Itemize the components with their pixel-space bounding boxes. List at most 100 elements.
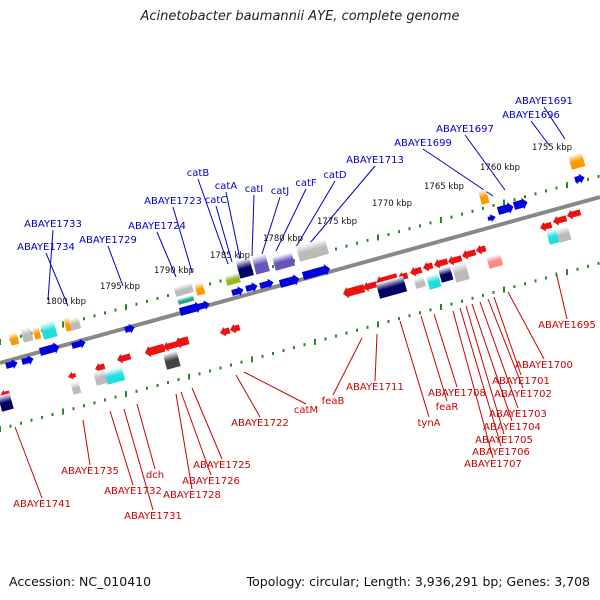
- scale-label: 1785 kbp: [210, 251, 250, 261]
- gene-label-reverse: ABAYE1702: [494, 389, 552, 400]
- genome-backbone: [0, 195, 600, 365]
- reverse-label-connector: [175, 393, 193, 490]
- gene-arrow: [553, 215, 568, 226]
- forward-label-connector: [197, 178, 229, 265]
- forward-label-connector: [543, 106, 566, 140]
- gene-label-reverse: ABAYE1732: [104, 486, 162, 497]
- label-connector-lines: [14, 106, 568, 511]
- gene-label-forward: catA: [215, 181, 238, 192]
- gene-feature: [556, 226, 572, 243]
- gene-label-forward: ABAYE1713: [346, 155, 404, 166]
- gene-label-reverse: ABAYE1703: [489, 409, 547, 420]
- reverse-label-connector: [420, 315, 448, 402]
- scale-label: 1780 kbp: [263, 234, 303, 244]
- gene-arrow: [448, 255, 463, 266]
- forward-label-connector: [251, 194, 255, 257]
- gene-arrow: [175, 336, 190, 349]
- scale-label: 1755 kbp: [532, 143, 572, 153]
- gene-label-reverse: feaB: [322, 396, 345, 407]
- gene-arrow: [5, 359, 18, 369]
- gene-feature: [426, 273, 442, 290]
- gene-label-forward: catJ: [271, 186, 290, 197]
- reverse-label-connector: [399, 320, 430, 418]
- gene-feature: [438, 266, 454, 283]
- gene-arrow: [462, 249, 477, 260]
- gene-label-reverse: feaR: [436, 402, 459, 413]
- forward-label-connector: [422, 148, 494, 197]
- gene-feature: [295, 238, 330, 262]
- gene-label-reverse: ABAYE1706: [472, 447, 530, 458]
- gene-feature: [32, 326, 42, 340]
- genome-summary: Topology: circular; Length: 3,936,291 bp…: [246, 574, 590, 589]
- scale-label: 1790 kbp: [154, 266, 194, 276]
- gene-arrow: [124, 323, 135, 334]
- gene-feature: [70, 381, 82, 395]
- reverse-label-connector: [82, 419, 91, 466]
- gene-label-forward: catD: [323, 170, 347, 181]
- gene-label-reverse: ABAYE1704: [483, 422, 541, 433]
- gene-feature: [0, 393, 14, 412]
- gene-arrow: [496, 202, 514, 215]
- gene-arrow: [487, 214, 496, 223]
- gene-label-forward: catB: [187, 168, 210, 179]
- gene-arrow: [245, 282, 258, 292]
- gene-feature: [68, 316, 82, 331]
- reverse-label-connector: [180, 391, 212, 476]
- gene-label-reverse: ABAYE1701: [492, 376, 550, 387]
- gene-feature: [173, 282, 194, 297]
- gene-label-reverse: ABAYE1731: [124, 511, 182, 522]
- gene-arrow: [220, 326, 231, 337]
- reverse-label-connector: [507, 291, 545, 360]
- reverse-label-connector: [555, 271, 568, 320]
- scale-labels: 1755 kbp 1760 kbp 1765 kbp 1770 kbp 1775 kbp…: [46, 143, 572, 307]
- gene-label-forward: ABAYE1729: [79, 235, 137, 246]
- forward-label-connector: [172, 206, 193, 273]
- forward-label-connector: [107, 245, 124, 287]
- reverse-label-connector: [332, 337, 363, 396]
- reverse-label-connector: [493, 296, 522, 376]
- gene-arrow: [410, 266, 423, 277]
- gene-label-reverse: ABAYE1726: [182, 476, 240, 487]
- gene-label-reverse: ABAYE1728: [163, 490, 221, 501]
- forward-label-connector: [275, 188, 307, 252]
- gene-arrow: [343, 284, 366, 299]
- gene-label-reverse: catM: [294, 405, 318, 416]
- reverse-label-connector: [123, 408, 154, 511]
- scale-label: 1800 kbp: [46, 297, 86, 307]
- scale-label: 1760 kbp: [480, 163, 520, 173]
- gene-label-forward: catF: [295, 178, 317, 189]
- gene-feature: [194, 282, 206, 296]
- reverse-label-connector: [465, 305, 505, 435]
- reverse-label-connector: [243, 371, 307, 405]
- gene-arrow: [117, 353, 132, 364]
- gene-label-reverse: ABAYE1700: [515, 360, 573, 371]
- scale-label: 1770 kbp: [372, 199, 412, 209]
- forward-label-connector: [530, 120, 550, 146]
- reverse-label-connector: [374, 333, 378, 382]
- gene-feature: [224, 272, 241, 286]
- gene-arrow: [259, 278, 274, 289]
- reverse-label-connector: [471, 303, 513, 422]
- gene-label-reverse: ABAYE1735: [61, 466, 119, 477]
- forward-label-connector: [295, 180, 336, 248]
- gene-label-forward: ABAYE1699: [394, 138, 452, 149]
- gene-feature: [486, 253, 504, 269]
- outer-forward-ticks: [0, 174, 600, 345]
- gene-label-forward: ABAYE1697: [436, 124, 494, 135]
- gene-label-forward: ABAYE1691: [515, 96, 573, 107]
- gene-arrow: [567, 209, 582, 220]
- gene-feature: [39, 320, 58, 340]
- reverse-label-connector: [14, 426, 43, 499]
- gene-arrow: [301, 264, 330, 280]
- gene-label-reverse: ABAYE1705: [475, 435, 533, 446]
- gene-arrow: [434, 258, 449, 269]
- gene-arrow: [512, 197, 528, 210]
- gene-arrow: [476, 244, 487, 255]
- gene-arrow: [178, 301, 202, 316]
- gene-feature: [568, 152, 586, 170]
- gene-arrow: [68, 371, 77, 380]
- gene-label-forward: ABAYE1733: [24, 219, 82, 230]
- gene-feature: [177, 294, 195, 305]
- gene-label-forward: ABAYE1734: [17, 242, 75, 253]
